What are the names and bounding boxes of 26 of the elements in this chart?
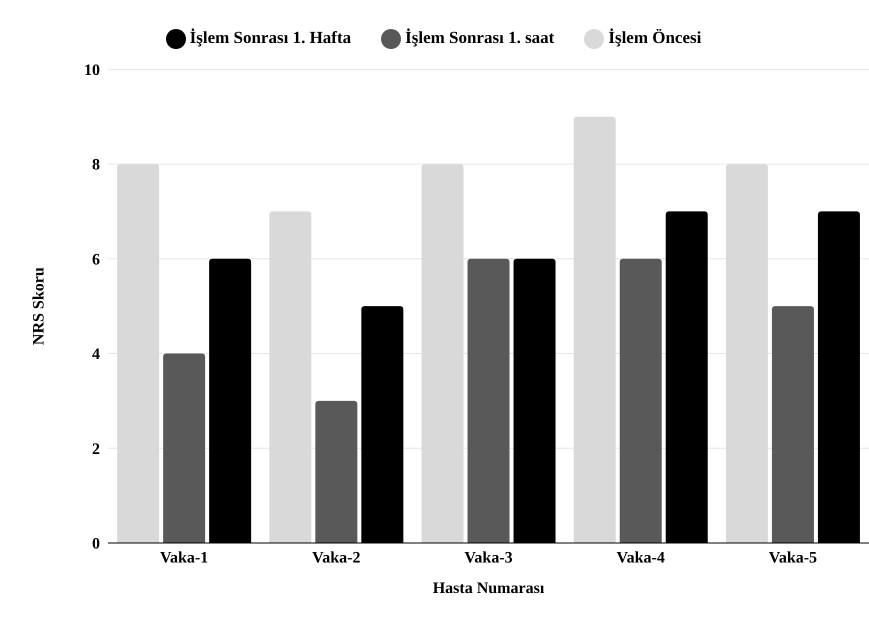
y-axis-title: NRS Skoru	[30, 267, 48, 346]
bar	[574, 116, 616, 543]
bar	[422, 164, 464, 543]
y-tick-label: 8	[92, 156, 100, 174]
bar	[117, 164, 160, 543]
legend-label: İşlem Öncesi	[608, 28, 702, 47]
x-tick-label: Vaka-4	[616, 549, 665, 566]
y-tick-label: 2	[92, 440, 100, 458]
y-tick-label: 6	[92, 251, 100, 268]
bar	[163, 354, 206, 543]
legend-label: İşlem Sonrası 1. Hafta	[190, 28, 352, 47]
bar	[269, 211, 312, 543]
x-tick-label: Vaka-1	[160, 549, 208, 566]
x-tick-label: Vaka-2	[312, 549, 360, 566]
y-tick-label: 4	[92, 346, 100, 364]
bar	[620, 258, 662, 543]
bar	[468, 258, 510, 543]
y-tick-label: 0	[92, 536, 100, 553]
bar	[726, 164, 768, 543]
bar	[315, 400, 358, 543]
x-axis-title: Hasta Numarası	[432, 580, 545, 597]
bar	[772, 306, 814, 543]
legend-label: İşlem Sonrası 1. saat	[405, 28, 554, 47]
x-tick-label: Vaka-3	[464, 549, 513, 566]
x-tick-label: Vaka-5	[768, 549, 818, 566]
y-tick-label: 10	[84, 62, 100, 80]
